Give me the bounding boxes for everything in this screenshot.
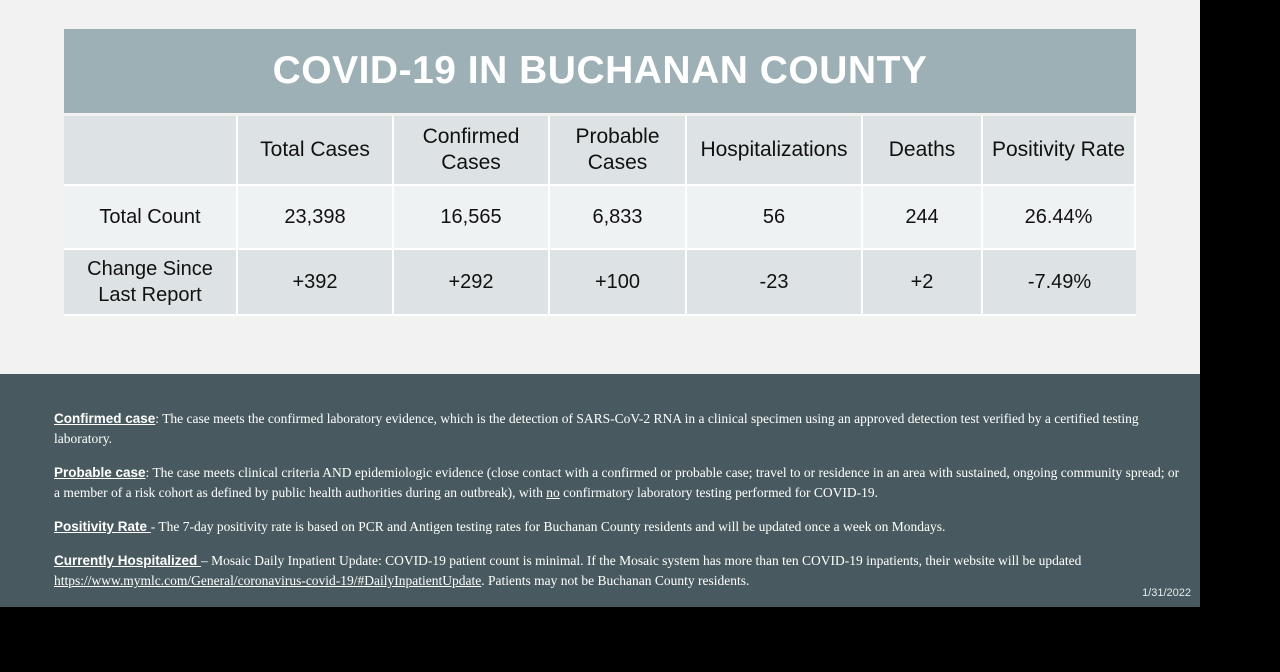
mosaic-update-link[interactable]: https://www.mymlc.com/General/coronaviru…: [54, 573, 482, 588]
definition-separator: :: [145, 465, 153, 480]
report-date: 1/31/2022: [1142, 587, 1191, 599]
definition-term: Currently Hospitalized: [54, 553, 202, 568]
definition-positivity-rate: Positivity Rate - The 7-day positivity r…: [54, 517, 1184, 537]
definition-emphasis: no: [546, 485, 560, 500]
table-header-cell: Hospitalizations: [687, 116, 863, 186]
definition-probable-case: Probable case: The case meets clinical c…: [54, 463, 1184, 503]
table-cell: +2: [863, 250, 983, 316]
definition-text: The case meets the confirmed laboratory …: [54, 411, 1139, 446]
slide-title: COVID-19 IN BUCHANAN COUNTY: [64, 29, 1136, 113]
table-cell: +392: [238, 250, 394, 316]
definition-term: Probable case: [54, 465, 146, 480]
table-cell: -23: [687, 250, 863, 316]
definition-text: . Patients may not be Buchanan County re…: [481, 573, 750, 588]
table-cell: -7.49%: [983, 250, 1136, 316]
definitions-footer: Confirmed case: The case meets the confi…: [0, 374, 1200, 607]
table-header-cell: Probable Cases: [550, 116, 687, 186]
table-cell: 23,398: [238, 186, 394, 250]
definition-text: – Mosaic Daily Inpatient Update: COVID-1…: [201, 553, 1082, 568]
slide: COVID-19 IN BUCHANAN COUNTY Total Cases …: [0, 0, 1200, 607]
definition-text: - The 7-day positivity rate is based on …: [150, 519, 946, 534]
table-cell: +100: [550, 250, 687, 316]
definition-confirmed-case: Confirmed case: The case meets the confi…: [54, 409, 1184, 449]
table-cell: +292: [394, 250, 550, 316]
table-header-cell: Total Cases: [238, 116, 394, 186]
table-cell: 56: [687, 186, 863, 250]
table-cell: 26.44%: [983, 186, 1136, 250]
definition-currently-hospitalized: Currently Hospitalized – Mosaic Daily In…: [54, 551, 1184, 591]
table-row-label: Total Count: [64, 186, 238, 250]
table-cell: 244: [863, 186, 983, 250]
table-cell: 16,565: [394, 186, 550, 250]
covid-stats-table: Total Cases Confirmed Cases Probable Cas…: [64, 116, 1136, 316]
table-header-cell: [64, 116, 238, 186]
definition-term: Confirmed case: [54, 411, 156, 426]
table-header-cell: Deaths: [863, 116, 983, 186]
definition-text: confirmatory laboratory testing performe…: [559, 485, 879, 500]
definition-text: The case meets clinical criteria AND epi…: [54, 465, 1180, 500]
table-cell: 6,833: [550, 186, 687, 250]
definitions-list: Confirmed case: The case meets the confi…: [54, 409, 1184, 605]
table-header-cell: Positivity Rate: [983, 116, 1136, 186]
table-row-label: Change Since Last Report: [64, 250, 238, 316]
table-header-cell: Confirmed Cases: [394, 116, 550, 186]
definition-separator: :: [155, 411, 163, 426]
definition-term: Positivity Rate: [54, 519, 151, 534]
